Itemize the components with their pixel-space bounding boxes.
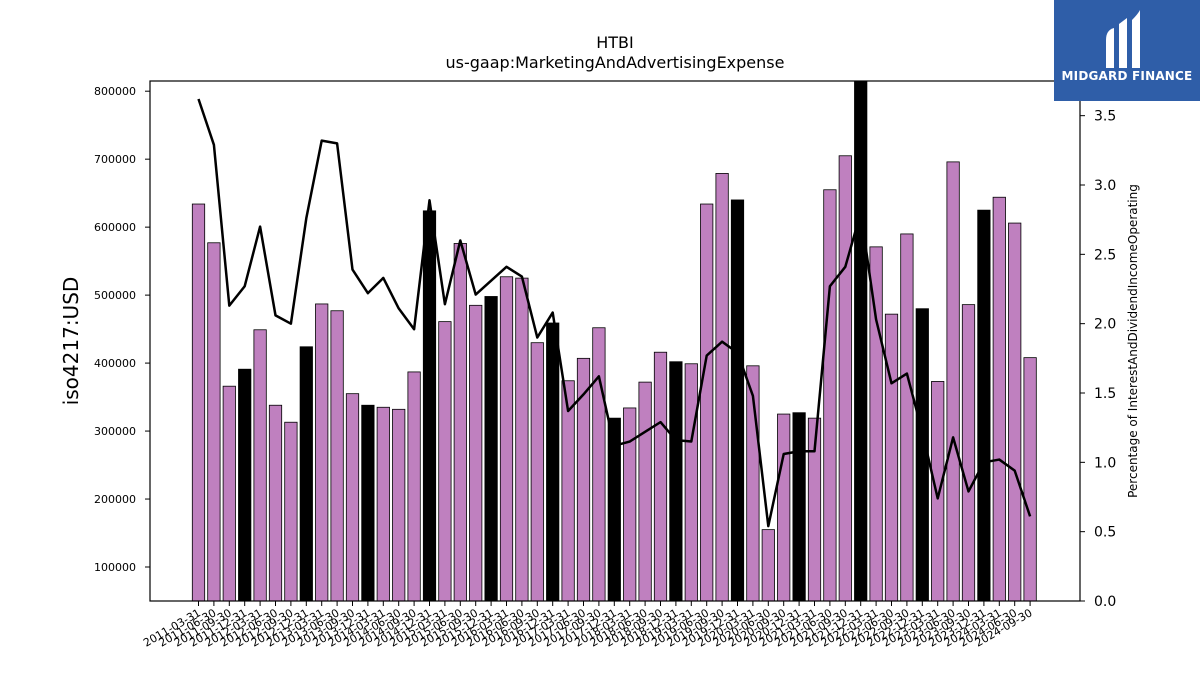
bar-2016-03-31	[499, 276, 514, 602]
bar-2015-03-31	[438, 321, 452, 602]
bar-2013-09-30	[345, 393, 360, 602]
chart-title: HTBI	[596, 33, 634, 52]
bar-2023-03-31	[931, 381, 945, 602]
chart-subtitle: us-gaap:MarketingAndAdvertisingExpense	[446, 53, 785, 72]
logo-mark-icon	[1106, 10, 1140, 68]
bar-2012-12-31	[299, 346, 313, 602]
bar-2019-12-31	[730, 199, 745, 602]
bar-2014-09-30	[407, 371, 421, 602]
bar-2024-03-31	[992, 196, 1006, 602]
y2-tick-label: 1.5	[1094, 386, 1116, 402]
bar-2020-12-31	[792, 412, 806, 602]
bar-2012-09-30	[284, 421, 298, 602]
y2-axis-label: Percentage of InterestAndDividendIncomeO…	[1126, 184, 1140, 498]
bar-2019-09-30	[715, 173, 729, 602]
bar-2016-06-30	[515, 277, 529, 602]
bar-2021-12-31	[854, 80, 868, 602]
bar-2019-03-31	[684, 363, 698, 602]
bar-2020-06-30	[761, 529, 775, 602]
bar-2024-09-30	[1023, 357, 1037, 602]
bar-2017-09-30	[592, 327, 606, 602]
bar-2012-06-30	[268, 404, 283, 602]
bar-2018-03-31	[623, 407, 637, 602]
bar-2023-12-31	[977, 209, 991, 602]
brand-logo: MIDGARD FINANCE	[1054, 0, 1200, 101]
y-tick-label: 600000	[94, 221, 136, 234]
y-tick-label: 300000	[94, 425, 136, 438]
bar-2012-03-31	[253, 329, 267, 602]
line-group	[197, 98, 1032, 528]
logo-text: MIDGARD FINANCE	[1061, 69, 1193, 83]
bar-2021-06-30	[823, 189, 837, 602]
bar-2011-03-31	[191, 203, 206, 602]
bar-2024-06-30	[1008, 222, 1022, 602]
x-axis-ticks: 2011-03-312011-06-302011-09-302011-12-31…	[141, 601, 1035, 650]
bar-2013-12-31	[361, 404, 375, 602]
bar-2014-03-31	[376, 406, 390, 602]
right-axis-ticks: 0.0 0.5 1.0 1.5 2.0 2.5 3.0 3.5	[1080, 109, 1116, 610]
bar-2022-06-30	[884, 313, 899, 602]
bar-2014-06-30	[392, 408, 406, 602]
y2-tick-label: 3.0	[1094, 178, 1116, 194]
ratio-line	[197, 98, 1032, 528]
bar-2016-09-30	[530, 342, 544, 602]
bar-2021-09-30	[838, 155, 852, 602]
bar-2022-09-30	[900, 233, 914, 602]
bar-2018-09-30	[653, 351, 668, 602]
bar-2023-09-30	[961, 304, 976, 602]
bar-2019-06-30	[700, 203, 714, 602]
bar-2013-03-31	[315, 303, 329, 602]
bar-2015-12-31	[484, 296, 498, 602]
y-tick-label: 200000	[94, 493, 136, 506]
bar-2015-09-30	[469, 304, 483, 602]
bar-2011-12-31	[238, 368, 252, 602]
left-axis-ticks: 100000 200000 300000 400000 500000 600000 7000…	[94, 85, 150, 574]
bar-2020-09-30	[777, 413, 791, 602]
bar-2016-12-31	[546, 322, 560, 602]
bar-2017-03-31	[561, 380, 575, 602]
y2-tick-label: 1.0	[1094, 455, 1116, 471]
bar-2011-06-30	[207, 242, 221, 602]
y2-tick-label: 0.0	[1094, 594, 1116, 610]
y-axis-label: iso4217:USD	[59, 277, 83, 406]
bar-2018-12-31	[669, 361, 683, 602]
bar-2015-06-30	[453, 243, 467, 602]
y2-tick-label: 0.5	[1094, 525, 1116, 541]
bar-2014-12-31	[422, 210, 437, 602]
bar-2013-06-30	[330, 310, 344, 602]
y-tick-label: 800000	[94, 85, 136, 98]
plot-frame	[149, 80, 1081, 602]
bar-2022-03-31	[869, 246, 883, 602]
y2-tick-label: 2.0	[1094, 317, 1116, 333]
y2-tick-label: 3.5	[1094, 109, 1116, 125]
y-tick-label: 100000	[94, 561, 136, 574]
bar-2023-06-30	[946, 161, 960, 602]
y-tick-label: 400000	[94, 357, 136, 370]
y-tick-label: 700000	[94, 153, 136, 166]
bar-2018-06-30	[638, 381, 652, 602]
bar-2011-09-30	[222, 385, 236, 602]
y2-tick-label: 2.5	[1094, 247, 1116, 263]
y-tick-label: 500000	[94, 289, 136, 302]
